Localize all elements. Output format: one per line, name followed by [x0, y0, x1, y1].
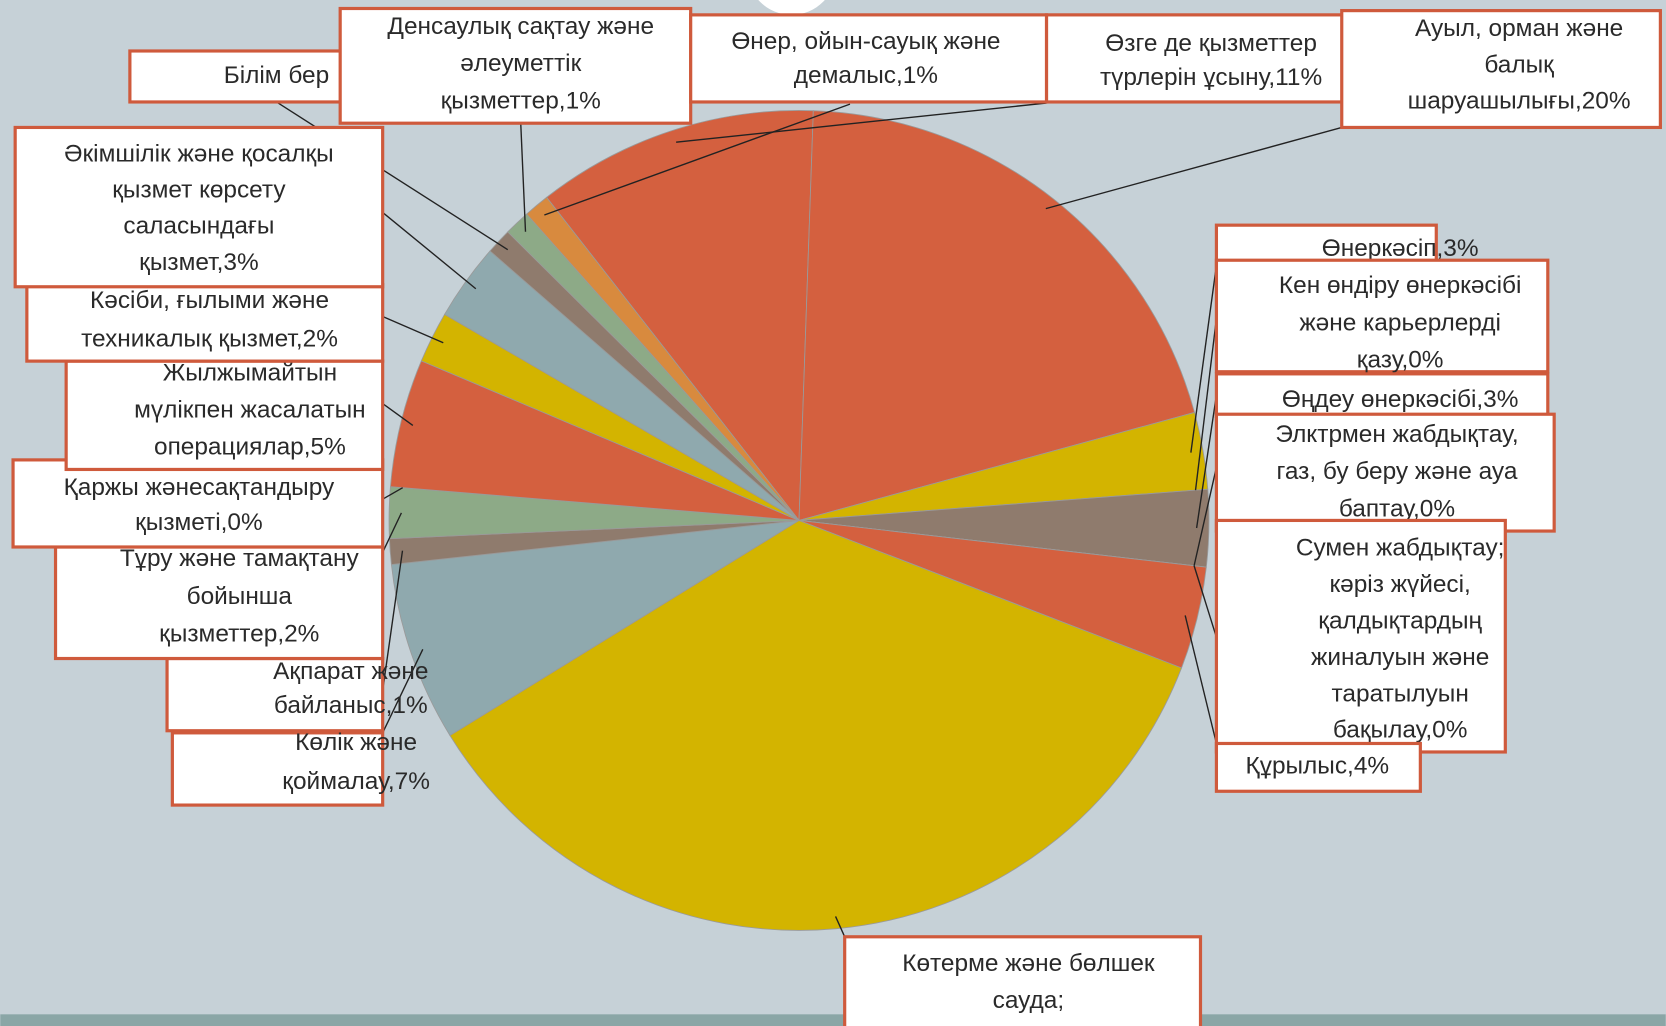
- label-box: [11, 458, 385, 549]
- data-label: және карьерлерді: [1299, 309, 1501, 336]
- pie-slice: [526, 196, 800, 521]
- data-label: кәріз жүйесі,: [1329, 571, 1470, 598]
- leader-line: [1184, 615, 1218, 744]
- data-label: Ақпарат және: [273, 658, 428, 685]
- data-label: қызмет,3%: [139, 249, 258, 276]
- leader-line: [1190, 265, 1218, 453]
- data-label: балық: [1484, 51, 1554, 78]
- labels: Өзге де қызметтер түрлерін ұсыну,11% Ауыл,…: [11, 6, 1662, 1026]
- label-box: [165, 656, 385, 733]
- leader-line: [1193, 467, 1218, 566]
- data-label: қызмет көрсету: [112, 177, 286, 204]
- data-label: Жылжымайтын: [163, 359, 337, 386]
- data-label: Көтерме және бөлшек: [902, 950, 1155, 977]
- label-box: [1214, 412, 1556, 533]
- data-label: Денсаулық сақтау және: [387, 13, 654, 40]
- leader-line: [1045, 126, 1342, 210]
- data-label: қалдықтардың: [1318, 607, 1482, 634]
- leader-line: [382, 403, 414, 427]
- pie-slice: [390, 520, 800, 737]
- leader-line: [1195, 395, 1218, 529]
- leader-line: [382, 487, 404, 500]
- data-label: қызметтер,2%: [159, 621, 319, 648]
- label-box: [170, 731, 385, 807]
- label-box: [1214, 258, 1550, 374]
- data-label: қазу,0%: [1357, 347, 1444, 374]
- leader-line: [1194, 318, 1218, 491]
- data-label: жиналуын және: [1311, 644, 1489, 671]
- data-label: Сумен жабдықтау;: [1296, 535, 1505, 562]
- data-label: Өңдеу өнеркәсібі,3%: [1282, 386, 1519, 413]
- data-label: баптау,0%: [1339, 495, 1455, 522]
- data-label: Элктрмен жабдықтау,: [1275, 421, 1518, 448]
- label-box: [128, 49, 344, 104]
- pie-slice: [798, 110, 1196, 521]
- leader-line: [520, 123, 527, 232]
- data-label: қызметтер,1%: [441, 87, 601, 114]
- data-label: бойынша: [187, 583, 293, 610]
- data-label: сауда;: [993, 987, 1065, 1014]
- data-label: демалыс,1%: [794, 62, 938, 89]
- pie-slice: [546, 110, 814, 522]
- leader-line: [382, 512, 403, 553]
- leader-line: [544, 103, 851, 216]
- leader-line: [1193, 565, 1218, 638]
- data-label: қызметі,0%: [135, 509, 263, 536]
- label-box: [843, 935, 1203, 1026]
- data-label: байланыс,1%: [274, 692, 428, 719]
- leader-line: [382, 315, 444, 344]
- data-label: Ауыл, орман және: [1415, 15, 1623, 42]
- leader-line: [382, 649, 424, 734]
- label-box: [1044, 13, 1359, 104]
- data-label: Білім бер: [224, 62, 330, 89]
- data-label: мүлікпен жасалатын: [134, 396, 366, 423]
- data-label: техникалық қызмет,2%: [81, 325, 338, 352]
- data-label: Өнер, ойын-сауық және: [731, 28, 1000, 55]
- data-label: бақылау,0%: [1333, 717, 1468, 744]
- logo-fragment: [758, 0, 825, 15]
- data-label: шаруашылығы,20%: [1408, 87, 1631, 114]
- data-label: Өзге де қызметтер: [1105, 30, 1317, 57]
- data-label: Тұру және тамақтану: [120, 545, 360, 572]
- label-box: [13, 125, 385, 289]
- label-box: [1214, 741, 1422, 793]
- data-label: саласындағы: [123, 213, 274, 240]
- data-label: Қаржы жәнесақтандыру: [64, 474, 335, 501]
- data-label: Көлік және: [295, 729, 417, 756]
- data-label: операциялар,5%: [154, 434, 346, 461]
- data-label: Кен өндіру өнеркәсібі: [1279, 272, 1522, 299]
- label-box: [53, 545, 385, 661]
- data-label: Кәсіби, ғылыми және: [90, 287, 329, 314]
- data-label: таратылуын: [1332, 680, 1469, 707]
- pie: [388, 110, 1210, 931]
- data-label: түрлерін ұсыну,11%: [1100, 64, 1322, 91]
- leader-line: [381, 550, 404, 691]
- label-box: [25, 283, 385, 363]
- data-label: қоймалау,7%: [282, 768, 430, 795]
- data-label: газ, бу беру және ауа: [1277, 458, 1518, 485]
- data-label: Құрылыс,4%: [1246, 752, 1390, 779]
- data-label: Әкімшілік және қосалқы: [64, 141, 334, 168]
- label-box: [338, 6, 693, 125]
- data-label: әлеуметтік: [460, 50, 581, 77]
- data-label: Өнеркәсіп,3%: [1322, 235, 1479, 262]
- footer-band: [0, 1014, 1666, 1026]
- label-box: [1214, 518, 1507, 754]
- leader-line: [676, 102, 1047, 143]
- label-box: [1340, 9, 1662, 130]
- leader-line: [834, 916, 846, 938]
- leader-line: [382, 211, 477, 290]
- label-box: [689, 13, 1049, 104]
